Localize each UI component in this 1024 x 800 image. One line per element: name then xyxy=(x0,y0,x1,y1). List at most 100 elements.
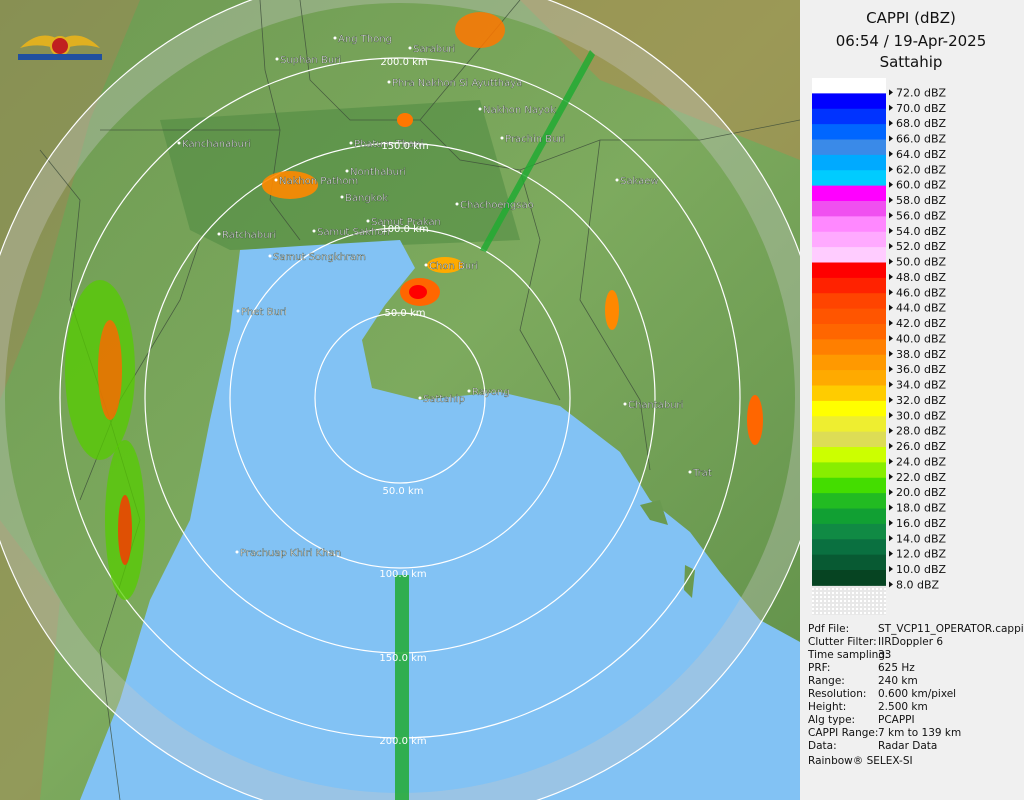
place-dot xyxy=(275,57,279,61)
legend-tick xyxy=(889,350,893,357)
legend-label: 22.0 dBZ xyxy=(896,471,947,484)
legend-tick xyxy=(889,535,893,542)
place-dot xyxy=(366,219,370,223)
place-label: Prachuap Khiri Khan xyxy=(240,548,341,559)
timestamp: 06:54 / 19-Apr-2025 xyxy=(836,32,987,50)
legend-label: 54.0 dBZ xyxy=(896,225,947,238)
legend-label: 8.0 dBZ xyxy=(896,578,940,591)
place-label: Samut Sakhon xyxy=(317,227,390,238)
legend-label: 70.0 dBZ xyxy=(896,102,947,115)
terrain xyxy=(0,0,140,400)
legend-swatch xyxy=(812,185,886,202)
info-value: 7 km to 139 km xyxy=(878,727,961,739)
legend-swatch xyxy=(812,277,886,294)
legend-swatch xyxy=(812,262,886,279)
place-dot xyxy=(467,389,471,393)
info-key: Data: xyxy=(808,740,837,752)
legend-label: 66.0 dBZ xyxy=(896,133,947,146)
legend-swatch xyxy=(812,108,886,125)
place-dot xyxy=(340,195,344,199)
legend-label: 10.0 dBZ xyxy=(896,563,947,576)
legend-tick xyxy=(889,89,893,96)
place-label: Nakhon Nayok xyxy=(483,105,556,116)
info-key: Resolution: xyxy=(808,688,866,700)
legend-tick xyxy=(889,335,893,342)
legend-label: 44.0 dBZ xyxy=(896,302,947,315)
legend-label: 34.0 dBZ xyxy=(896,379,947,392)
place-dot xyxy=(177,141,181,145)
legend-swatch xyxy=(812,477,886,494)
logo xyxy=(18,35,102,60)
legend-tick xyxy=(889,227,893,234)
legend-tick xyxy=(889,443,893,449)
info-key: Height: xyxy=(808,701,846,713)
legend-label: 38.0 dBZ xyxy=(896,348,947,361)
place-dot xyxy=(408,46,412,50)
legend-tick xyxy=(889,243,893,250)
legend-label: 62.0 dBZ xyxy=(896,163,947,176)
legend-swatch xyxy=(812,493,886,509)
legend-swatch xyxy=(812,201,886,217)
place-dot xyxy=(478,107,482,111)
place-label: Prachin Buri xyxy=(505,134,565,145)
legend-label: 32.0 dBZ xyxy=(896,394,947,407)
legend-swatch xyxy=(812,78,886,94)
legend-tick xyxy=(889,550,893,557)
legend-swatch xyxy=(812,462,886,479)
legend-tick xyxy=(889,473,893,480)
place-label: Ratchaburi xyxy=(222,230,276,241)
place-label: Phatum Thani xyxy=(354,139,423,150)
legend-label: 14.0 dBZ xyxy=(896,532,947,545)
place-dot xyxy=(623,402,627,406)
info-value: 33 xyxy=(878,649,891,661)
legend-label: 20.0 dBZ xyxy=(896,486,947,499)
range-label: 200.0 km xyxy=(380,57,427,68)
legend-swatch xyxy=(812,339,886,356)
legend-tick xyxy=(889,519,893,526)
place-label: Suphan Buri xyxy=(280,55,341,66)
legend-label: 28.0 dBZ xyxy=(896,425,947,438)
legend-swatch xyxy=(812,93,886,110)
legend-swatch xyxy=(812,570,886,586)
place-dot xyxy=(268,254,272,258)
legend-label: 30.0 dBZ xyxy=(896,409,947,422)
legend-label: 36.0 dBZ xyxy=(896,363,947,376)
range-label: 50.0 km xyxy=(385,308,426,319)
legend-tick xyxy=(889,104,893,111)
legend-tick xyxy=(889,304,893,311)
legend-swatch xyxy=(812,400,886,417)
legend-swatch xyxy=(812,154,886,171)
legend-tick xyxy=(889,458,893,465)
legend-swatch xyxy=(812,431,886,448)
place-label: Ang Thong xyxy=(338,34,392,45)
footer: Rainbow® SELEX-SI xyxy=(808,755,913,767)
info-key: CAPPI Range: xyxy=(808,727,878,739)
legend-swatch xyxy=(812,324,886,340)
place-label: Kanchanaburi xyxy=(182,139,251,150)
place-label: Sakaew xyxy=(620,176,659,187)
place-label: Sattahip xyxy=(423,394,465,405)
place-dot xyxy=(349,141,353,145)
legend-tick xyxy=(889,212,893,219)
legend-label: 24.0 dBZ xyxy=(896,455,947,468)
range-label: 50.0 km xyxy=(383,486,424,497)
legend-tick xyxy=(889,135,893,142)
range-label: 150.0 km xyxy=(379,653,426,664)
legend-label: 60.0 dBZ xyxy=(896,179,947,192)
legend-label: 42.0 dBZ xyxy=(896,317,947,330)
legend-label: 50.0 dBZ xyxy=(896,256,947,269)
place-dot xyxy=(333,36,337,40)
legend-tick xyxy=(889,396,893,403)
borders xyxy=(39,0,800,800)
terrain xyxy=(520,0,800,160)
place-dot xyxy=(615,178,619,182)
legend-label: 56.0 dBZ xyxy=(896,209,947,222)
legend-swatch xyxy=(812,354,886,371)
info-key: Clutter Filter: xyxy=(808,636,877,648)
legend-swatch xyxy=(812,416,886,433)
nodata-swatch xyxy=(812,585,886,615)
legend-label: 40.0 dBZ xyxy=(896,332,947,345)
range-label: 200.0 km xyxy=(379,736,426,747)
